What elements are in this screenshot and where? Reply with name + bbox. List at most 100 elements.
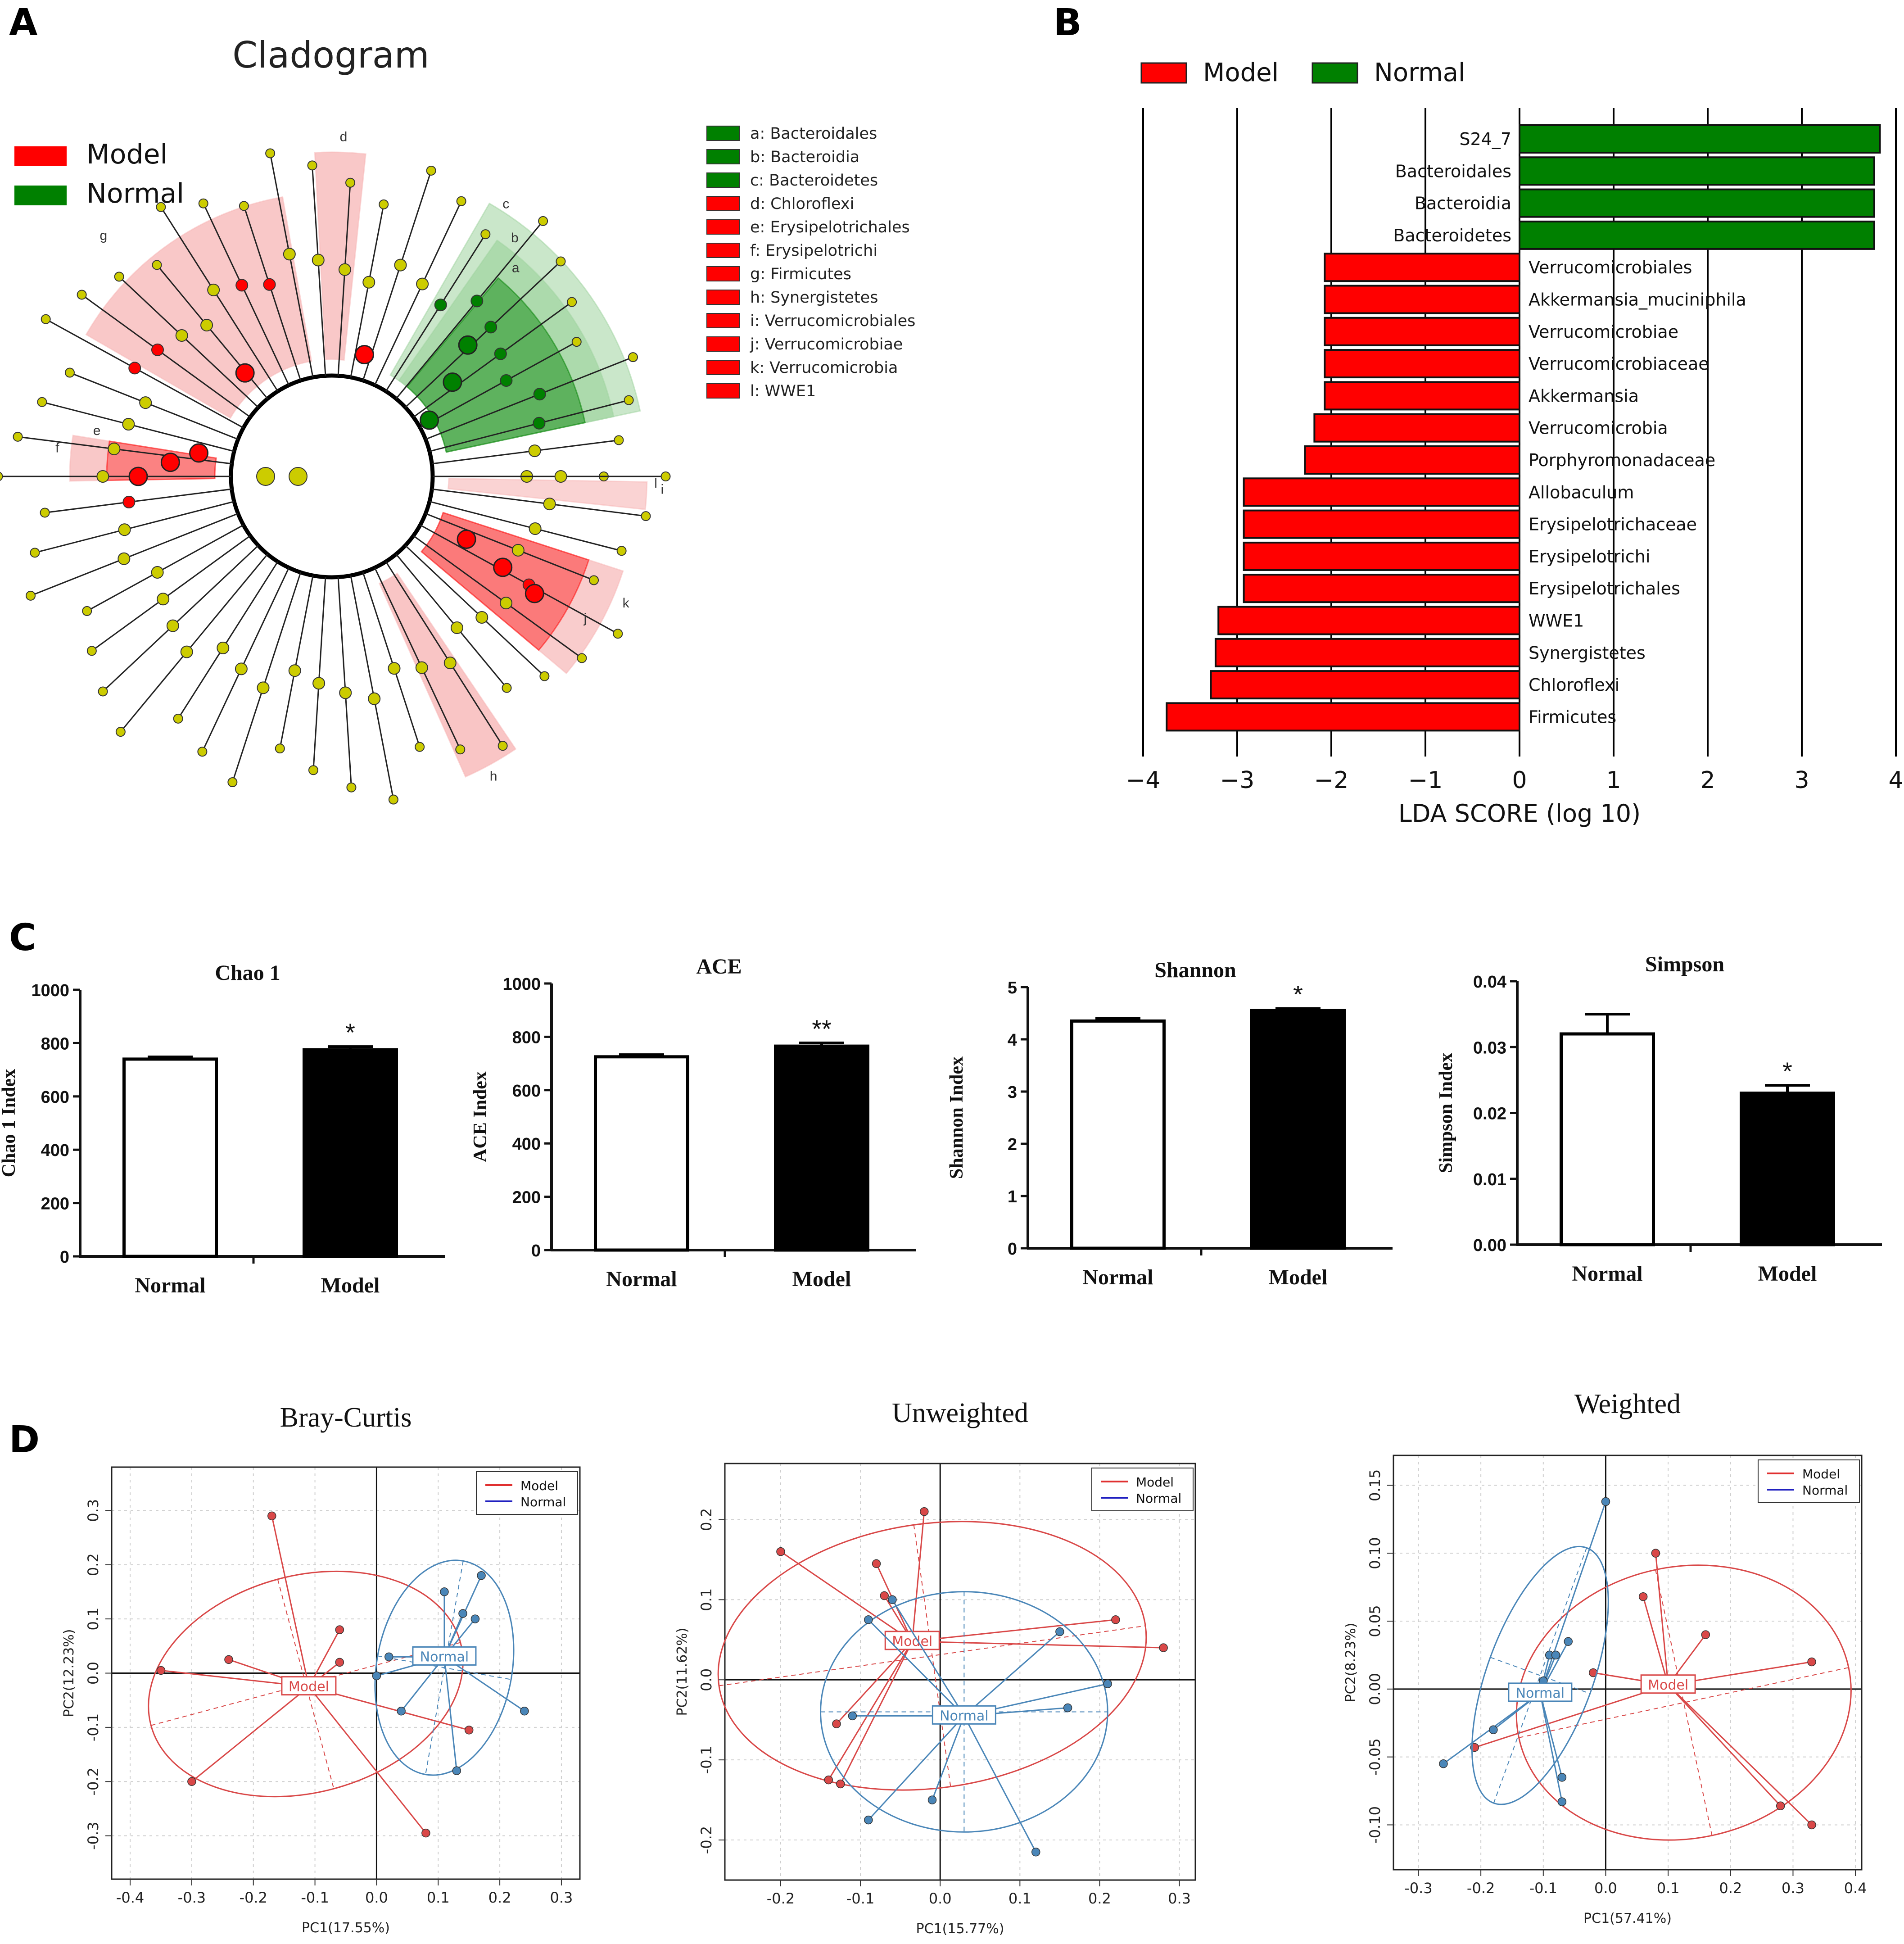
lda-bar (1313, 413, 1520, 443)
pcoa-spoke (271, 1516, 310, 1687)
sector-label-d: d (340, 129, 348, 144)
pcoa-x-tick-label: 0.3 (1168, 1890, 1191, 1907)
cladogram-branch (337, 577, 352, 788)
cladogram-leaf (456, 196, 466, 206)
cladogram-highlight-node (160, 453, 180, 472)
pcoa-point-normal (1557, 1797, 1567, 1806)
cladogram-highlight-node (235, 363, 255, 383)
alpha-y-tick-label: 0 (1008, 1240, 1017, 1259)
cladogram-node (450, 621, 463, 634)
pcoa-x-tick-label: 0.2 (1088, 1890, 1111, 1907)
pcoa-point-normal (470, 1614, 480, 1623)
pcoa-point-model (335, 1625, 344, 1634)
pcoa-centroid-label: Model (289, 1679, 329, 1695)
pcoa-title: Unweighted (892, 1398, 1028, 1428)
lda-bar (1519, 220, 1875, 250)
lda-x-tick: 1 (1606, 767, 1621, 794)
lda-bar (1519, 124, 1881, 154)
pcoa-centroid-box (1640, 1674, 1696, 1694)
pcoa-y-tick-label: 0.00 (1366, 1673, 1384, 1705)
pcoa-point-normal (458, 1609, 467, 1618)
taxa-key-swatch (706, 336, 740, 352)
pcoa-point-model (1807, 1820, 1816, 1830)
cladogram-leaf (415, 742, 425, 752)
pcoa-spoke (1474, 1684, 1669, 1748)
cladogram-branch (413, 535, 583, 659)
cladogram-node (283, 248, 296, 261)
lda-bar-label: Verrucomicrobiaceae (1529, 354, 1709, 374)
pcoa-y-axis-label: PC2(11.62%) (674, 1628, 690, 1716)
cladogram-node (529, 522, 542, 535)
cladogram-branch (385, 234, 486, 392)
cladogram-leaf (616, 546, 627, 556)
cladogram-branch (120, 553, 268, 733)
pcoa-ellipse-axis (913, 1525, 951, 1787)
pcoa-x-tick-label: 0.0 (929, 1890, 952, 1907)
cladogram-node (394, 258, 407, 272)
alpha-y-tick-label: 0.00 (1473, 1236, 1506, 1255)
alpha-y-axis-label: Simpson Index (1436, 1053, 1456, 1173)
cladogram-node (362, 276, 375, 289)
cladogram-node (470, 295, 484, 308)
pcoa-spoke (912, 1640, 1164, 1649)
lda-legend-swatch-normal (1312, 62, 1358, 84)
pcoa-y-tick-label: 0.05 (1366, 1605, 1384, 1637)
lda-bar (1324, 253, 1521, 282)
cladogram-leaf (173, 713, 183, 724)
lda-bar (1519, 188, 1875, 218)
pcoa-point-normal (1557, 1773, 1567, 1782)
alpha-y-tick-label: 3 (1008, 1083, 1017, 1102)
pcoa-spoke (836, 1640, 913, 1725)
alpha-bar-normal (594, 1055, 689, 1252)
alpha-y-tick-label: 800 (41, 1034, 69, 1053)
cladogram-branch (91, 535, 251, 652)
cladogram-leaf (239, 201, 249, 211)
pcoa-point-normal (477, 1571, 486, 1580)
cladogram-branch (405, 261, 561, 408)
cladogram-branch (362, 572, 421, 748)
sector-label-l: l (654, 476, 657, 491)
taxa-key-swatch (706, 290, 740, 305)
pcoa-point-normal (1601, 1497, 1610, 1506)
alpha-chart-title: Simpson (1645, 952, 1724, 976)
alpha-y-tick-label: 0.01 (1473, 1170, 1506, 1189)
cladogram-node (434, 299, 447, 312)
cladogram-leaf (567, 297, 577, 307)
alpha-bar-normal (1070, 1019, 1166, 1250)
pcoa-legend-label: Model (520, 1478, 558, 1493)
lda-bar (1210, 670, 1520, 700)
cladogram-node (415, 661, 428, 674)
lda-bar (1519, 156, 1875, 186)
taxa-key-label: a: Bacteroidales (750, 125, 877, 143)
cladogram-node (235, 662, 248, 675)
taxa-key-swatch (706, 243, 740, 258)
cladogram-branch (203, 203, 289, 385)
lda-bar-label: S24_7 (1459, 129, 1511, 149)
pcoa-spoke (191, 1686, 309, 1782)
alpha-y-tick-label: 400 (512, 1135, 541, 1154)
cladogram-branch (279, 575, 314, 749)
cladogram-leaf (660, 471, 671, 481)
pcoa-centroid-label: Model (892, 1634, 932, 1649)
pcoa-centroid-label: Normal (420, 1649, 469, 1665)
taxa-key-label: h: Synergistetes (750, 289, 878, 307)
cladogram-node (338, 263, 351, 276)
alpha-bar-model (1740, 1092, 1835, 1246)
pcoa-spoke (400, 1656, 445, 1712)
alpha-significance-marker: ** (812, 1015, 832, 1043)
alpha-y-tick-label: 1000 (502, 975, 541, 994)
cladogram-branch (231, 572, 302, 783)
alpha-bar-normal (122, 1057, 218, 1258)
lda-bar-label: Verrucomicrobiales (1529, 258, 1692, 277)
taxa-key-label: k: Verrucomicrobia (750, 359, 898, 377)
sector-label-j: j (583, 611, 587, 626)
pcoa-frame (724, 1463, 1196, 1881)
sector-i (447, 478, 648, 510)
pcoa-point-model (1638, 1592, 1648, 1601)
alpha-category-label: Normal (606, 1267, 677, 1291)
legend-label-normal: Normal (86, 178, 184, 209)
cladogram-branch (312, 577, 326, 770)
alpha-y-tick-label: 2 (1008, 1135, 1017, 1154)
legend-swatch-model (14, 146, 67, 166)
